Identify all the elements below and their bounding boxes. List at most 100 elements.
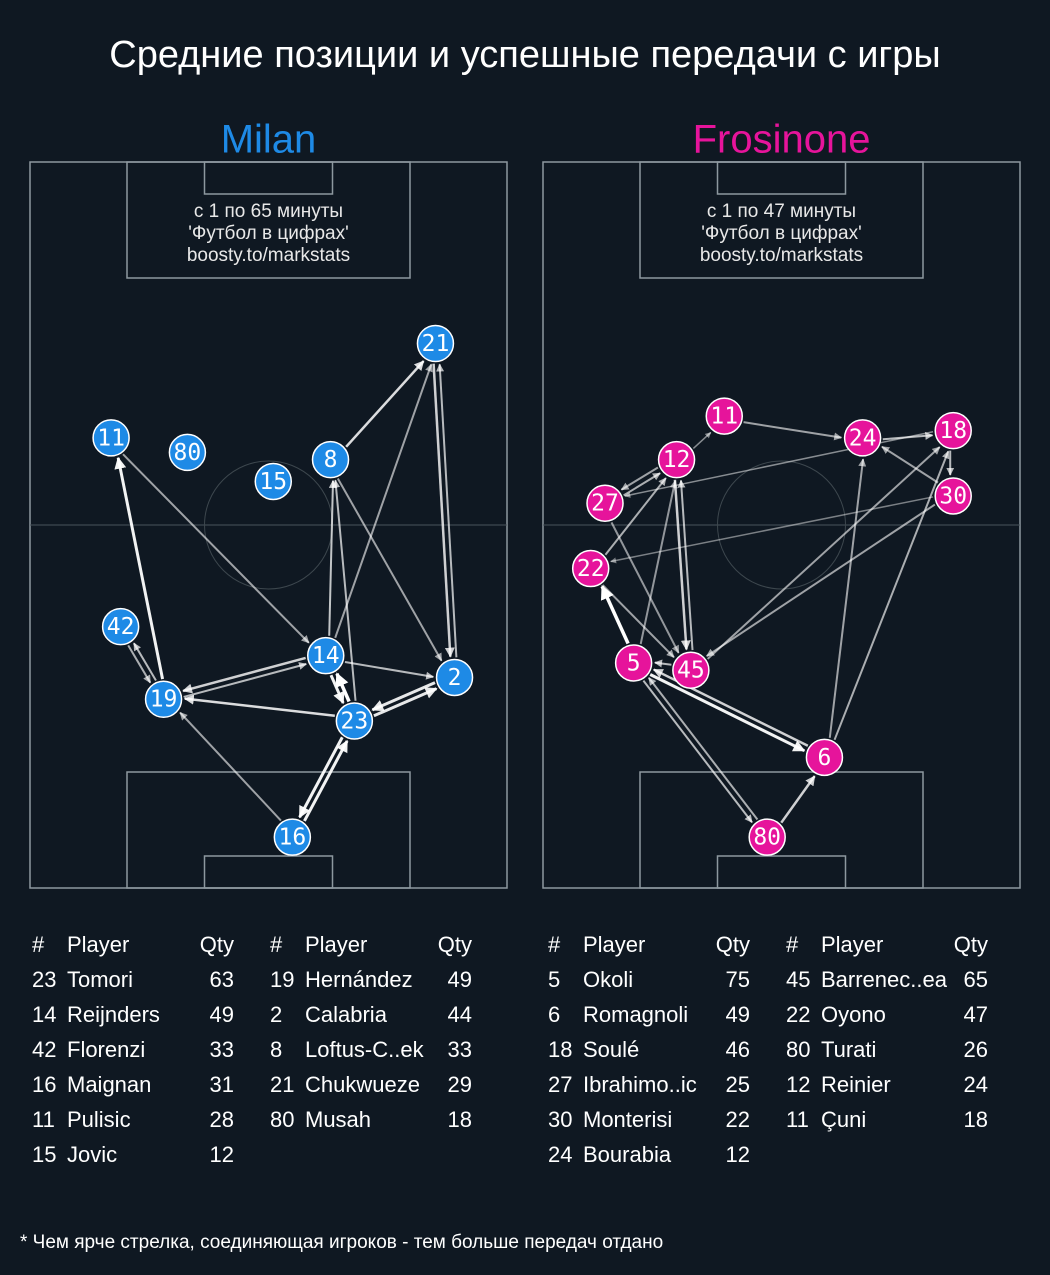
bottom-six-yard-box [203, 855, 334, 889]
pass-arrow [432, 363, 455, 658]
pass-arrow [706, 503, 936, 657]
player-number-cell: 80 [270, 1107, 295, 1132]
pass-qty-cell: 33 [447, 1037, 472, 1062]
pass-qty-cell: 12 [209, 1142, 234, 1167]
pass-qty-cell: 44 [447, 1002, 472, 1027]
pass-arrow [649, 673, 806, 753]
player-node [254, 462, 293, 501]
player-name-cell: Florenzi [67, 1037, 146, 1062]
player-name-cell: Jovic [67, 1142, 118, 1167]
player-number: 5 [627, 650, 641, 676]
pass-qty-cell: 22 [725, 1107, 750, 1132]
pass-arrow [373, 687, 438, 718]
pass-arrow [639, 480, 678, 645]
pass-qty-cell: 24 [963, 1072, 988, 1097]
pass-arrow [673, 479, 691, 651]
pass-arrow [881, 445, 939, 484]
pass-arrow [604, 477, 667, 556]
info-line: с 1 по 47 минуты [707, 201, 856, 222]
player-name-cell: Çuni [821, 1107, 867, 1132]
header-cell: Qty [437, 932, 472, 957]
pass-arrow [624, 431, 934, 498]
player-number: 18 [939, 418, 967, 444]
header-cell: Qty [715, 932, 750, 957]
player-number: 80 [174, 440, 202, 466]
player-node [416, 324, 455, 363]
player-number-cell: 24 [548, 1142, 573, 1167]
player-name-cell: Oyono [821, 1002, 886, 1027]
player-number-cell: 42 [32, 1037, 57, 1062]
frosinone-pitch: Frosinone с 1 по 47 минуты'Футбол в цифра… [542, 118, 1021, 889]
pass-arrow [334, 363, 433, 639]
player-number: 27 [591, 491, 619, 517]
bottom-six-yard-box [716, 855, 847, 889]
center-circle [717, 460, 846, 590]
player-number: 8 [324, 447, 338, 473]
header-cell: # [270, 932, 283, 957]
player-number: 6 [818, 745, 832, 771]
info-line: 'Футбол в цифрах' [188, 223, 348, 244]
player-number: 24 [849, 425, 877, 451]
player-number: 11 [710, 404, 738, 430]
pass-arrow [133, 642, 157, 682]
header-cell: Qty [199, 932, 234, 957]
pass-arrow [600, 585, 630, 645]
pass-qty-cell: 75 [725, 967, 750, 992]
player-number-cell: 14 [32, 1002, 57, 1027]
player-node [335, 702, 374, 740]
player-name-cell: Calabria [305, 1002, 387, 1027]
player-number-cell: 8 [270, 1037, 283, 1062]
player-number-cell: 5 [548, 967, 561, 992]
pass-arrow [623, 472, 661, 497]
player-node [934, 477, 972, 515]
info-line: boosty.to/markstats [187, 245, 350, 266]
player-number-cell: 22 [786, 1002, 811, 1027]
pass-arrow [706, 446, 941, 660]
player-number: 19 [150, 687, 178, 713]
player-name-cell: Barrenec..ea [821, 967, 947, 992]
pass-arrow [127, 644, 152, 684]
pass-arrow [677, 479, 694, 651]
player-number: 45 [677, 658, 705, 684]
player-node [571, 549, 610, 588]
player-name-cell: Musah [305, 1107, 372, 1132]
player-node [168, 433, 207, 472]
player-number-cell: 30 [548, 1107, 573, 1132]
player-node [311, 440, 350, 479]
top-six-yard-box [203, 161, 334, 195]
player-number: 16 [278, 825, 306, 851]
player-node [101, 607, 140, 646]
player-node [92, 419, 130, 457]
footnote: * Чем ярче стрелка, соединяющая игроков … [20, 1232, 664, 1253]
pass-arrow [332, 479, 357, 701]
pass-arrow [780, 775, 816, 824]
header-cell: Player [305, 932, 368, 957]
pass-qty-cell: 49 [209, 1002, 234, 1027]
pass-qty-cell: 49 [725, 1002, 750, 1027]
player-node [934, 411, 972, 450]
player-name-cell: Ibrahimo..ic [583, 1072, 697, 1097]
player-number-cell: 19 [270, 967, 295, 992]
pass-arrow [182, 656, 306, 694]
pass-arrow [601, 584, 675, 659]
pass-arrow [610, 496, 934, 564]
player-node [435, 658, 474, 697]
player-number: 11 [97, 425, 125, 451]
chart-title: Средние позиции и успешные передачи с иг… [109, 34, 941, 76]
player-number-cell: 11 [786, 1107, 809, 1132]
pass-arrow [335, 672, 351, 703]
player-node [672, 651, 710, 689]
player-number-cell: 80 [786, 1037, 811, 1062]
pass-arrow [833, 450, 950, 741]
player-name-cell: Pulisic [67, 1107, 131, 1132]
player-number-cell: 21 [270, 1072, 295, 1097]
player-node [843, 419, 882, 457]
player-number-cell: 2 [270, 1002, 283, 1027]
pass-arrow [436, 363, 458, 658]
info-line: boosty.to/markstats [700, 245, 863, 266]
player-name-cell: Turati [821, 1037, 877, 1062]
player-node [657, 440, 696, 479]
player-number-cell: 18 [548, 1037, 573, 1062]
player-name-cell: Monterisi [583, 1107, 673, 1132]
